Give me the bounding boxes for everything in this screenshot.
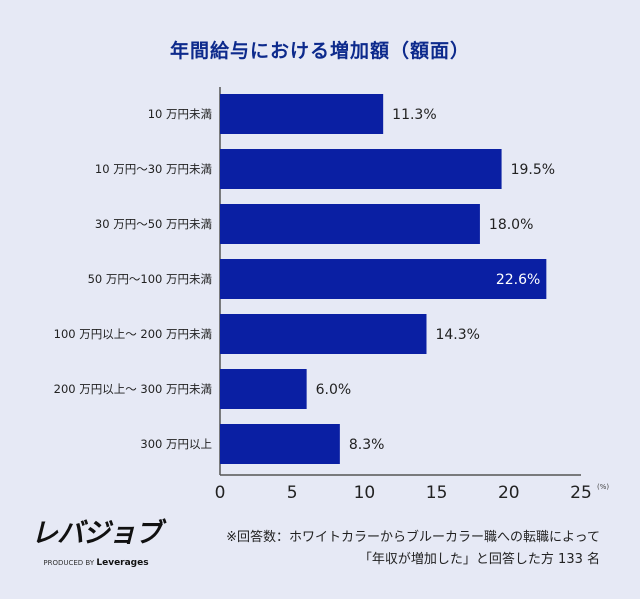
logo: レバジョブ PRODUCED BY Leverages — [26, 516, 166, 569]
footnote: ※回答数：ホワイトカラーからブルーカラー職への転職によって 「年収が増加した」と… — [226, 527, 600, 571]
category-label: 200 万円以上～ 300 万円未満 — [54, 382, 212, 396]
value-label: 14.3% — [435, 327, 479, 343]
value-label: 11.3% — [392, 107, 436, 123]
category-label: 300 万円以上 — [140, 437, 212, 451]
bar — [220, 94, 384, 134]
logo-wordmark: レバジョブ — [31, 518, 162, 549]
bar — [220, 259, 547, 299]
x-tick-label: 15 — [426, 483, 448, 503]
value-label: 19.5% — [511, 162, 555, 178]
bar — [220, 369, 307, 409]
logo-sub-prefix: PRODUCED BY — [43, 559, 95, 567]
category-label: 10 万円未満 — [148, 107, 212, 121]
x-tick-label: 10 — [354, 483, 376, 503]
x-unit-label: (%) — [597, 483, 609, 491]
chart-title: 年間給与における増加額（額面） — [169, 40, 470, 62]
value-label: 8.3% — [349, 437, 385, 453]
bar — [220, 204, 480, 244]
value-label: 6.0% — [316, 382, 352, 398]
category-label: 10 万円～30 万円未満 — [95, 162, 212, 176]
bar — [220, 149, 502, 189]
footnote-line-2: 「年収が増加した」と回答した方 133 名 — [358, 552, 600, 567]
bar-chart: 10 万円未満 11.3% 10 万円～30 万円未満 19.5% 30 万円～50 万… — [54, 87, 609, 503]
value-label: 18.0% — [489, 217, 533, 233]
x-tick-label: 25 — [570, 483, 592, 503]
bar — [220, 314, 427, 354]
footnote-line-1: ※回答数：ホワイトカラーからブルーカラー職への転職によって — [226, 530, 600, 545]
bar — [220, 424, 340, 464]
value-label: 22.6% — [496, 272, 540, 288]
x-tick-label: 0 — [215, 483, 226, 503]
logo-brand: Leverages — [96, 558, 149, 568]
category-label: 100 万円以上～ 200 万円未満 — [54, 327, 212, 341]
category-label: 30 万円～50 万円未満 — [95, 217, 212, 231]
x-tick-label: 20 — [498, 483, 520, 503]
category-label: 50 万円～100 万円未満 — [88, 272, 212, 286]
x-tick-label: 5 — [287, 483, 298, 503]
